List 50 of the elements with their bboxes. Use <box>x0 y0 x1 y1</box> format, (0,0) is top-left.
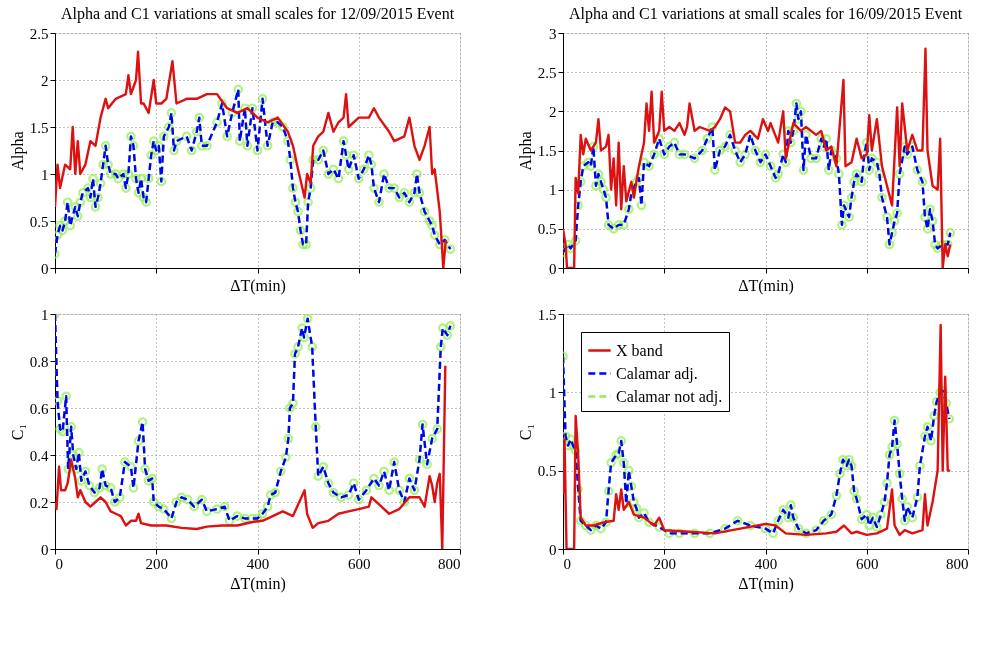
legend-label: Calamar adj. <box>616 364 698 383</box>
legend-label: X band <box>616 341 663 359</box>
y-tick-label: 1 <box>41 166 49 183</box>
y-tick-label: 2.5 <box>29 25 49 42</box>
y-tick-label: 0.2 <box>29 494 49 511</box>
line-series <box>55 364 447 549</box>
chart-title: Alpha and C1 variations at small scales for 16/09/2015 Event <box>568 5 963 23</box>
y-tick-label: 1 <box>549 384 557 401</box>
x-tick-label: 600 <box>856 555 879 572</box>
y-tick-label: 1.5 <box>537 143 557 159</box>
y-axis-title: Alpha <box>8 131 27 171</box>
y-tick-label: 0.4 <box>29 447 49 464</box>
line-series <box>563 47 952 268</box>
x-tick-label: 800 <box>438 555 461 572</box>
y-tick-label: 0 <box>41 541 49 558</box>
x-tick-label: 400 <box>754 555 778 572</box>
x-tick-label: 200 <box>653 555 676 572</box>
y-tick-label: 1 <box>549 182 557 199</box>
y-tick-label: 3 <box>549 25 557 42</box>
y-tick-label: 0 <box>549 260 557 277</box>
y-tick-label: 1.5 <box>29 119 49 136</box>
legend-label: Calamar not adj. <box>616 387 723 406</box>
x-axis-title: ΔT(min) <box>230 574 286 593</box>
x-axis-title: ΔT(min) <box>738 277 794 295</box>
line-series <box>563 323 952 549</box>
y-tick-label: 0.5 <box>537 221 557 238</box>
y-axis-title: C₁ <box>8 423 26 441</box>
chart-title: Alpha and C1 variations at small scales for 12/09/2015 Event <box>60 5 455 23</box>
y-tick-label: 2.5 <box>537 64 557 81</box>
x-axis-title: ΔT(min) <box>738 574 794 593</box>
x-tick-label: 0 <box>55 555 63 572</box>
y-tick-label: 1.5 <box>537 306 557 323</box>
y-tick-label: 0 <box>549 541 557 558</box>
y-tick-label: 0 <box>41 260 49 277</box>
x-tick-label: 200 <box>145 555 168 572</box>
y-axis-title: C₁ <box>516 423 534 441</box>
y-axis-title: Alpha <box>516 131 535 171</box>
y-tick-label: 0.6 <box>29 400 49 417</box>
y-tick-label: 0.5 <box>537 463 557 480</box>
x-tick-label: 800 <box>946 555 969 572</box>
x-tick-label: 400 <box>246 555 270 572</box>
y-tick-label: 2 <box>549 103 557 120</box>
x-tick-label: 0 <box>563 555 571 572</box>
line-series <box>55 50 448 268</box>
y-tick-label: 1 <box>41 306 49 323</box>
x-tick-label: 600 <box>348 555 371 572</box>
y-tick-label: 0.8 <box>29 353 49 370</box>
y-tick-label: 0.5 <box>29 213 49 230</box>
x-axis-title: ΔT(min) <box>230 277 286 295</box>
y-tick-label: 2 <box>41 72 49 89</box>
